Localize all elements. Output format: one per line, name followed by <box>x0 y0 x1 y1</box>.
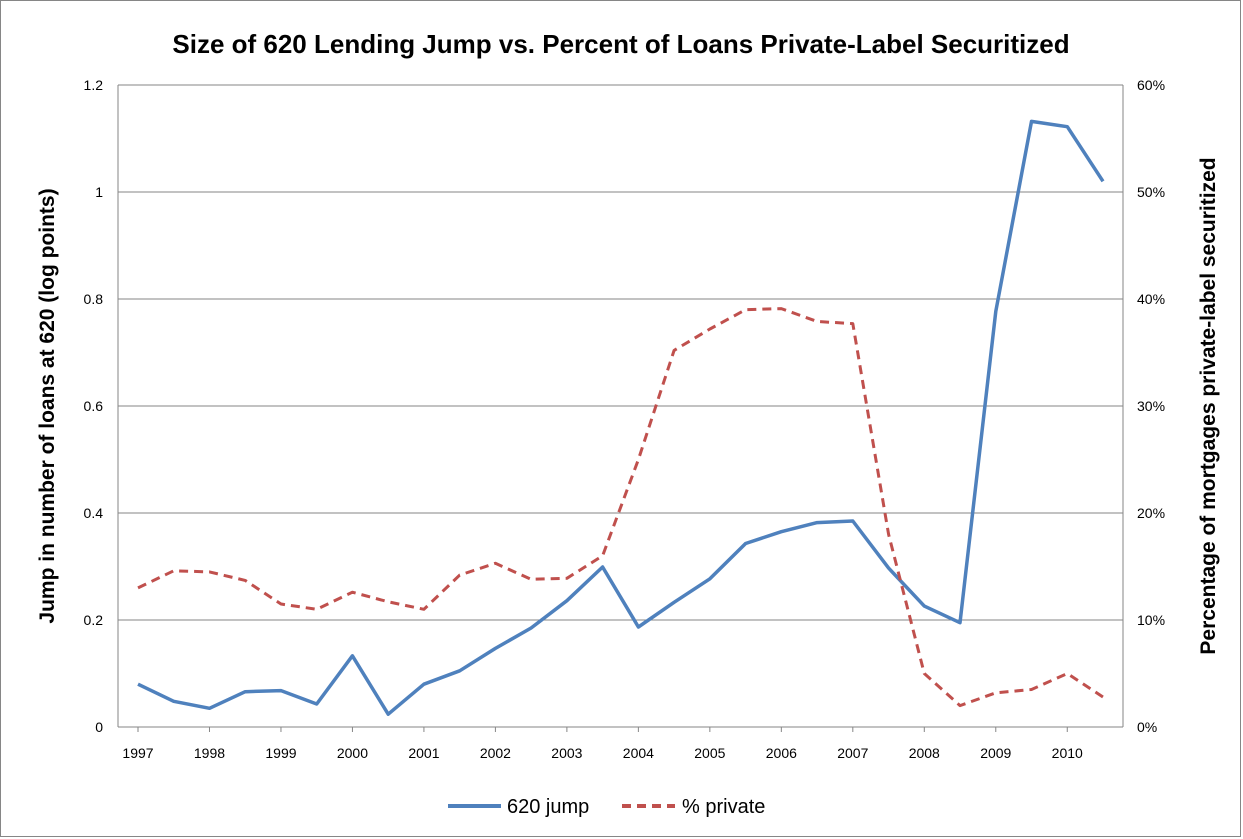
x-axis-tick-label: 2006 <box>766 745 797 761</box>
x-axis-tick-label: 2000 <box>337 745 368 761</box>
right-axis-tick-label: 0% <box>1137 719 1157 735</box>
left-axis-tick-label: 0.6 <box>84 398 104 414</box>
left-axis-tick-label: 0.4 <box>84 505 104 521</box>
left-axis-tick-label: 1.2 <box>84 77 104 93</box>
gridlines <box>118 84 1123 621</box>
x-axis-tick-label: 2004 <box>623 745 654 761</box>
right-axis-tick-label: 40% <box>1137 291 1165 307</box>
series-line-620-jump <box>137 119 1105 716</box>
left-axis-tick-label: 0.8 <box>84 291 104 307</box>
legend-label-620-jump: 620 jump <box>507 796 589 818</box>
left-axis-tick-labels: 0 0.2 0.4 0.6 0.8 1 1.2 <box>84 77 104 735</box>
plot-series <box>137 119 1105 716</box>
right-axis-tick-label: 60% <box>1137 77 1165 93</box>
right-axis-tick-labels: 0% 10% 20% 30% 40% 50% 60% <box>1137 77 1165 735</box>
right-axis-tick-label: 50% <box>1137 184 1165 200</box>
legend: 620 jump % private <box>448 796 765 818</box>
x-axis-tick-label: 2001 <box>408 745 439 761</box>
x-axis-tick-label: 2007 <box>837 745 868 761</box>
right-axis-tick-label: 20% <box>1137 505 1165 521</box>
legend-label-private: % private <box>682 796 765 818</box>
left-axis-title: Jump in number of loans at 620 (log poin… <box>36 188 59 623</box>
right-axis-title: Percentage of mortgages private-label se… <box>1197 157 1220 654</box>
left-axis-tick-label: 0 <box>95 719 103 735</box>
x-axis-tick-labels: 1997 1998 1999 2000 2001 2002 2003 2004 2005 2006… <box>122 745 1083 761</box>
axes <box>117 85 1124 732</box>
x-axis-tick-label: 1998 <box>194 745 225 761</box>
x-axis-tick-label: 1997 <box>122 745 153 761</box>
x-axis-tick-label: 2008 <box>909 745 940 761</box>
left-axis-tick-label: 0.2 <box>84 612 104 628</box>
chart-title: Size of 620 Lending Jump vs. Percent of … <box>172 29 1069 59</box>
x-axis-tick-label: 2005 <box>694 745 725 761</box>
x-axis-tick-label: 2002 <box>480 745 511 761</box>
x-axis-tick-label: 2003 <box>551 745 582 761</box>
series-line-private <box>137 307 1104 708</box>
left-axis-tick-label: 1 <box>95 184 103 200</box>
x-axis-tick-label: 2009 <box>980 745 1011 761</box>
right-axis-tick-label: 30% <box>1137 398 1165 414</box>
x-axis-tick-label: 1999 <box>265 745 296 761</box>
x-axis-tick-label: 2010 <box>1052 745 1083 761</box>
right-axis-tick-label: 10% <box>1137 612 1165 628</box>
